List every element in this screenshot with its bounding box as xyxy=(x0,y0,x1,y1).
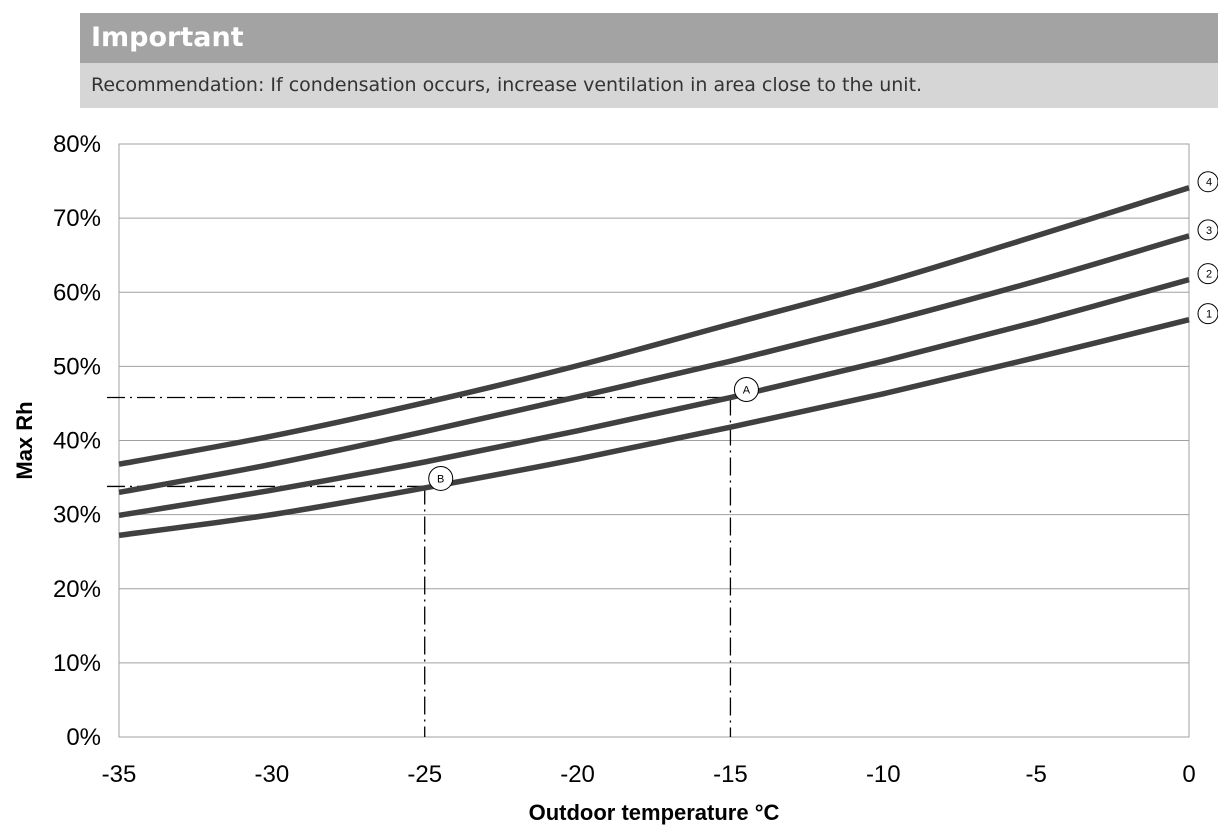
y-tick-label-60: 60% xyxy=(53,279,101,306)
x-tick-label--25: -25 xyxy=(407,761,442,788)
y-tick-label-80: 80% xyxy=(53,131,101,158)
series-label-circle-2 xyxy=(1197,263,1218,285)
y-tick-label-30: 30% xyxy=(53,502,101,529)
series-label-circle-1 xyxy=(1197,303,1218,325)
x-tick-label--35: -35 xyxy=(102,761,137,788)
y-tick-label-20: 20% xyxy=(53,576,101,603)
y-axis-title: Max Rh xyxy=(12,401,37,479)
series-label-3: 3 xyxy=(1206,225,1212,237)
series-label-2: 2 xyxy=(1206,269,1212,281)
series-label-circle-3 xyxy=(1197,219,1218,241)
notice-text: Recommendation: If condensation occurs, … xyxy=(80,63,1218,108)
series-lines xyxy=(118,185,1190,539)
point-marker-label-B: B xyxy=(437,473,444,485)
y-tick-label-70: 70% xyxy=(53,205,101,232)
series-line-2 xyxy=(118,276,1190,519)
series-line-4 xyxy=(118,185,1190,467)
x-tick-label--15: -15 xyxy=(713,761,748,788)
x-tick-label--5: -5 xyxy=(1025,761,1046,788)
series-line-1 xyxy=(118,317,1190,539)
series-label-circle-4 xyxy=(1197,171,1218,193)
tick-labels: 0% 10% 20% 30% 40% 50% 60% 70% 80% -35 -30 -25 -20 -1… xyxy=(53,131,1196,788)
point-markers: AB xyxy=(428,377,759,491)
x-tick-label-0: 0 xyxy=(1182,761,1195,788)
series-line-3 xyxy=(118,233,1190,496)
x-tick-label--30: -30 xyxy=(255,761,290,788)
reference-guides xyxy=(107,396,732,737)
point-marker-label-A: A xyxy=(743,385,751,397)
x-tick-label--10: -10 xyxy=(866,761,901,788)
y-tick-label-10: 10% xyxy=(53,650,101,677)
series-labels: 1 2 3 4 xyxy=(1197,171,1218,325)
important-notice: Important Recommendation: If condensatio… xyxy=(80,13,1218,108)
y-tick-label-50: 50% xyxy=(53,353,101,380)
notice-title: Important xyxy=(80,13,1218,63)
series-label-1: 1 xyxy=(1206,309,1212,321)
plot-area-frame xyxy=(118,143,1190,738)
y-tick-label-40: 40% xyxy=(53,428,101,455)
point-marker-A xyxy=(733,377,759,403)
x-tick-label--20: -20 xyxy=(560,761,595,788)
y-tick-label-0: 0% xyxy=(66,724,101,751)
point-marker-B xyxy=(428,465,454,491)
series-label-4: 4 xyxy=(1206,177,1212,189)
x-axis-title: Outdoor temperature °C xyxy=(529,800,780,825)
